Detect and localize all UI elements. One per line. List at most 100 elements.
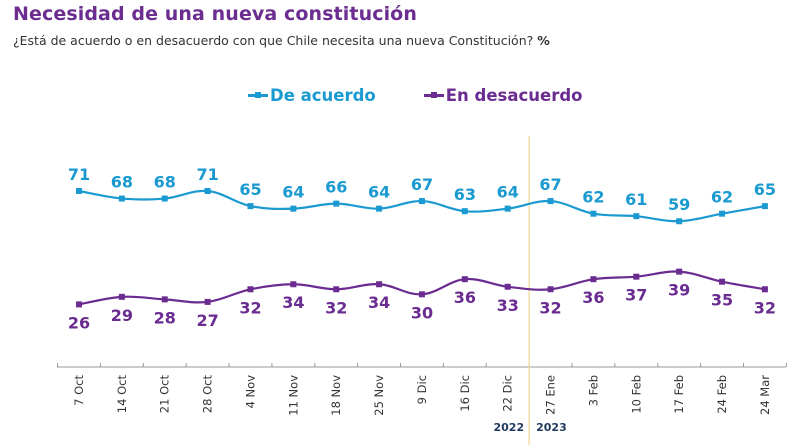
x-tick-label: 17 Feb [672, 375, 686, 414]
data-point-marker[interactable] [676, 268, 683, 275]
legend-item-de-acuerdo[interactable]: De acuerdo [248, 86, 376, 105]
x-tick-label: 16 Dic [458, 375, 472, 412]
data-label: 65 [239, 180, 261, 199]
data-point-marker[interactable] [719, 278, 726, 285]
data-point-marker[interactable] [76, 188, 82, 194]
data-point-marker[interactable] [504, 205, 511, 212]
data-point-marker[interactable] [247, 286, 254, 293]
legend-line-marker-icon [423, 92, 444, 98]
x-tick-label: 25 Nov [372, 375, 386, 416]
data-label: 33 [497, 296, 519, 315]
x-tick-label: 14 Oct [115, 375, 129, 414]
data-label: 37 [625, 286, 647, 305]
data-label: 64 [282, 183, 304, 202]
data-point-marker[interactable] [204, 188, 211, 194]
x-tick-label: 27 Ene [544, 375, 558, 415]
unit-label: % [537, 33, 550, 48]
data-point-marker[interactable] [376, 205, 383, 212]
x-tick-label: 24 Feb [715, 375, 729, 414]
data-label: 65 [754, 180, 776, 199]
data-label: 32 [754, 298, 776, 317]
data-label: 28 [154, 308, 176, 327]
data-point-marker[interactable] [418, 291, 425, 298]
data-point-marker[interactable] [418, 198, 425, 205]
data-point-marker[interactable] [118, 195, 125, 202]
data-point-marker[interactable] [761, 203, 768, 210]
data-label: 35 [711, 291, 733, 310]
data-point-marker[interactable] [290, 205, 297, 212]
data-point-marker[interactable] [290, 281, 297, 288]
data-label: 32 [325, 298, 347, 317]
data-label: 32 [539, 298, 561, 317]
legend: De acuerdo En desacuerdo [248, 86, 583, 105]
data-label: 67 [539, 175, 561, 194]
legend-label: En desacuerdo [445, 86, 583, 105]
data-point-marker[interactable] [761, 286, 768, 293]
data-label: 29 [111, 306, 133, 325]
data-point-marker[interactable] [333, 286, 340, 293]
data-label: 30 [411, 303, 433, 322]
data-label: 39 [668, 281, 690, 300]
data-label: 34 [282, 293, 304, 312]
legend-item-en-desacuerdo[interactable]: En desacuerdo [423, 86, 583, 105]
x-tick-label: 7 Oct [72, 375, 86, 406]
data-point-marker[interactable] [633, 273, 640, 280]
x-tick-label: 21 Oct [158, 375, 172, 414]
data-label: 71 [196, 165, 218, 184]
data-label: 59 [668, 195, 690, 214]
x-tick-label: 28 Oct [201, 375, 215, 414]
x-tick-label: 3 Feb [586, 375, 600, 406]
data-point-marker[interactable] [676, 218, 683, 225]
data-label: 64 [368, 183, 390, 202]
data-point-marker[interactable] [719, 210, 726, 217]
year-label-2022: 2022 [494, 421, 525, 434]
data-point-marker[interactable] [547, 198, 554, 205]
data-label: 62 [582, 188, 604, 207]
data-point-marker[interactable] [590, 276, 597, 283]
data-point-marker[interactable] [118, 293, 125, 300]
data-label: 67 [411, 175, 433, 194]
data-label: 32 [239, 298, 261, 317]
data-point-marker[interactable] [590, 210, 597, 217]
x-tick-label: 11 Nov [286, 375, 300, 416]
x-tick-label: 24 Mar [758, 375, 772, 415]
series-line-en-desacuerdo [78, 270, 766, 306]
data-point-marker[interactable] [461, 276, 468, 283]
x-tick-label: 22 Dic [501, 375, 515, 412]
data-label: 62 [711, 188, 733, 207]
data-point-marker[interactable] [247, 203, 254, 210]
x-tick-label: 9 Dic [415, 375, 429, 404]
data-point-marker[interactable] [161, 296, 168, 303]
x-tick-label: 4 Nov [243, 375, 257, 409]
data-label: 34 [368, 293, 390, 312]
data-label: 71 [68, 165, 90, 184]
x-tick-label: 18 Nov [329, 375, 343, 416]
data-point-marker[interactable] [161, 195, 168, 202]
series-line-de-acuerdo [78, 189, 766, 223]
data-label: 63 [454, 185, 476, 204]
data-point-marker[interactable] [333, 200, 340, 207]
legend-line-marker-icon [248, 92, 268, 98]
legend-label: De acuerdo [270, 86, 376, 105]
data-point-marker[interactable] [461, 208, 468, 215]
data-label: 68 [111, 173, 133, 192]
data-point-marker[interactable] [547, 286, 554, 293]
data-label: 26 [68, 313, 90, 332]
data-point-marker[interactable] [376, 281, 383, 288]
year-label-2023: 2023 [536, 421, 567, 434]
data-point-marker[interactable] [504, 283, 511, 290]
data-label: 36 [582, 288, 604, 307]
data-label: 61 [625, 190, 647, 209]
data-label: 66 [325, 178, 347, 197]
chart-subtitle: ¿Está de acuerdo o en desacuerdo con que… [13, 33, 550, 48]
data-label: 27 [196, 311, 218, 330]
data-label: 36 [454, 288, 476, 307]
x-tick-label: 10 Feb [629, 375, 643, 414]
data-label: 68 [154, 173, 176, 192]
data-point-marker[interactable] [633, 213, 640, 220]
chart-title: Necesidad de una nueva constitución [13, 3, 417, 25]
subtitle-text: ¿Está de acuerdo o en desacuerdo con que… [13, 33, 534, 48]
data-point-marker[interactable] [76, 301, 82, 308]
data-point-marker[interactable] [204, 298, 211, 305]
